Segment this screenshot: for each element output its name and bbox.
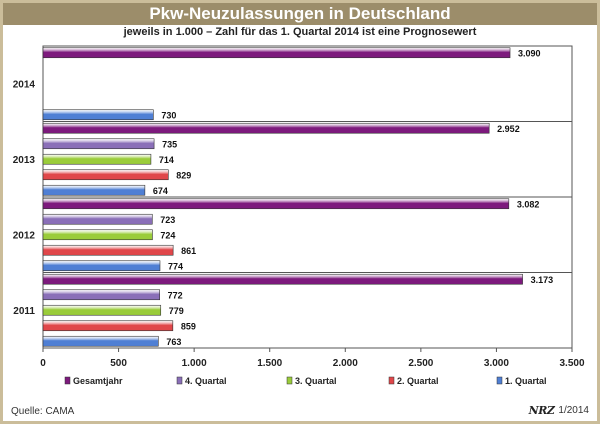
data-label: 3.173 bbox=[531, 275, 554, 285]
x-tick-label: 0 bbox=[40, 358, 46, 369]
legend-swatch bbox=[286, 376, 293, 385]
x-tick-label: 3.000 bbox=[484, 358, 509, 369]
x-tick-label: 500 bbox=[110, 358, 127, 369]
bar-gesamtjahr bbox=[42, 198, 510, 210]
bar-q3 bbox=[42, 304, 162, 316]
x-tick-label: 2.500 bbox=[408, 358, 433, 369]
legend-label: 3. Quartal bbox=[295, 376, 337, 386]
legend-label: Gesamtjahr bbox=[73, 376, 123, 386]
legend-label: 4. Quartal bbox=[185, 376, 227, 386]
category-label: 2014 bbox=[13, 79, 36, 90]
data-label: 774 bbox=[168, 261, 183, 271]
data-label: 859 bbox=[181, 321, 196, 331]
data-label: 724 bbox=[160, 230, 175, 240]
data-label: 735 bbox=[162, 139, 177, 149]
publish-date: 1/2014 bbox=[558, 405, 589, 416]
bar-q3 bbox=[42, 229, 153, 241]
data-label: 763 bbox=[166, 337, 181, 347]
chart-frame: Pkw-Neuzulassungen in Deutschland jeweil… bbox=[3, 3, 597, 421]
bar-gesamtjahr bbox=[42, 47, 511, 59]
legend-swatch bbox=[176, 376, 183, 385]
data-label: 723 bbox=[160, 215, 175, 225]
legend-swatch bbox=[496, 376, 503, 385]
source-note: Quelle: CAMA bbox=[11, 406, 75, 417]
data-label: 730 bbox=[161, 110, 176, 120]
bar-q4 bbox=[42, 289, 160, 301]
data-label: 829 bbox=[176, 170, 191, 180]
bar-q1 bbox=[42, 335, 159, 347]
data-label: 2.952 bbox=[497, 124, 520, 134]
data-label: 779 bbox=[169, 306, 184, 316]
data-label: 674 bbox=[153, 186, 168, 196]
bar-q2 bbox=[42, 320, 174, 332]
bar-chart: 2014 2013 2012 2011 0 500 1.000 1.500 2.000 2.500… bbox=[13, 45, 585, 386]
data-label: 3.090 bbox=[518, 48, 541, 58]
data-label: 772 bbox=[168, 290, 183, 300]
bar-gesamtjahr bbox=[42, 122, 490, 134]
legend-swatch bbox=[64, 376, 71, 385]
legend-label: 2. Quartal bbox=[397, 376, 439, 386]
category-label: 2012 bbox=[13, 230, 36, 241]
bar-q1 bbox=[42, 109, 154, 121]
bar-q1 bbox=[42, 184, 146, 196]
nrz-logo: NRZ bbox=[528, 404, 555, 417]
footer-brand: NRZ 1/2014 bbox=[529, 404, 589, 417]
bar-q1 bbox=[42, 260, 161, 272]
data-label: 3.082 bbox=[517, 199, 540, 209]
legend-swatch bbox=[388, 376, 395, 385]
x-tick-label: 1.500 bbox=[257, 358, 282, 369]
category-label: 2011 bbox=[13, 306, 35, 317]
bar-q2 bbox=[42, 169, 169, 181]
x-tick-label: 2.000 bbox=[333, 358, 358, 369]
category-label: 2013 bbox=[13, 155, 36, 166]
bar-q4 bbox=[42, 138, 155, 150]
bar-gesamtjahr bbox=[42, 273, 523, 285]
chart-title: Pkw-Neuzulassungen in Deutschland bbox=[3, 3, 597, 25]
x-tick-label: 1.000 bbox=[182, 358, 207, 369]
data-label: 714 bbox=[159, 155, 174, 165]
legend-label: 1. Quartal bbox=[505, 376, 547, 386]
bar-q3 bbox=[42, 153, 152, 165]
chart-subtitle: jeweils in 1.000 – Zahl für das 1. Quart… bbox=[123, 26, 477, 38]
data-label: 861 bbox=[181, 246, 196, 256]
x-tick-label: 3.500 bbox=[559, 358, 584, 369]
bar-q2 bbox=[42, 244, 174, 256]
bar-q4 bbox=[42, 213, 153, 225]
